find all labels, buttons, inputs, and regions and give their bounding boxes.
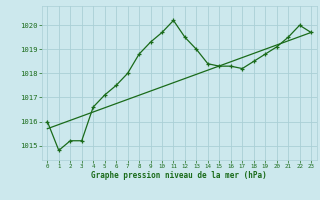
X-axis label: Graphe pression niveau de la mer (hPa): Graphe pression niveau de la mer (hPa) [91, 171, 267, 180]
